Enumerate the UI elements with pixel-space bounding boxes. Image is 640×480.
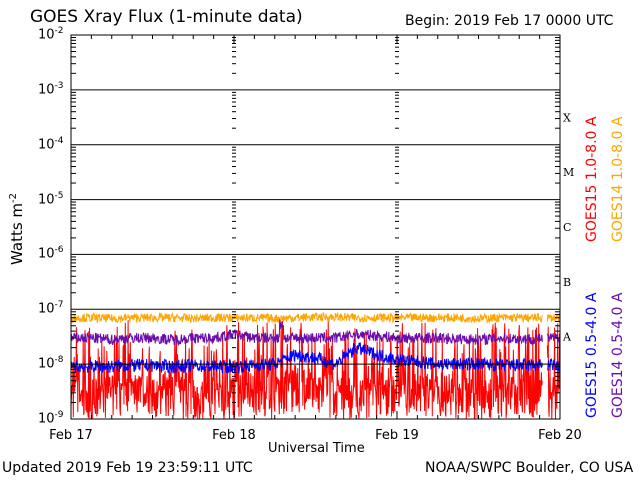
series-line-0 [70,320,561,420]
x-tick-label: Feb 17 [49,428,93,443]
updated-time: Updated 2019 Feb 19 23:59:11 UTC [2,460,253,476]
begin-time: Begin: 2019 Feb 17 0000 UTC [405,13,614,29]
x-tick-label: Feb 18 [212,428,256,443]
y-tick-label: 10-6 [38,245,64,262]
legend-goes14-long: GOES14 1.0-8.0 A [610,116,626,242]
legend-goes14-short: GOES14 0.5-4.0 A [610,292,626,418]
y-tick-label: 10-9 [38,410,64,427]
legend-goes15-long: GOES15 1.0-8.0 A [584,116,600,242]
y-axis-label: Watts m-2 [8,192,26,265]
series-line-1 [70,311,561,325]
y-tick-label: 10-8 [38,355,64,372]
legend-goes15-short: GOES15 0.5-4.0 A [584,292,600,418]
x-tick-label: Feb 19 [375,428,419,443]
credit: NOAA/SWPC Boulder, CO USA [425,460,634,476]
flare-class-C: C [563,221,571,234]
chart-title: GOES Xray Flux (1-minute data) [30,7,303,27]
flare-class-A: A [562,331,572,344]
y-tick-label: 10-5 [38,190,64,207]
flare-class-B: B [563,276,571,289]
y-tick-label: 10-4 [38,135,64,153]
flare-class-X: X [563,111,571,124]
series-line-3 [70,319,561,347]
y-tick-label: 10-2 [38,26,64,43]
flare-class-M: M [563,166,574,179]
x-tick-label: Feb 20 [538,428,582,443]
y-tick-label: 10-3 [38,80,64,98]
x-axis-label: Universal Time [268,441,365,456]
y-tick-label: 10-7 [38,300,64,317]
